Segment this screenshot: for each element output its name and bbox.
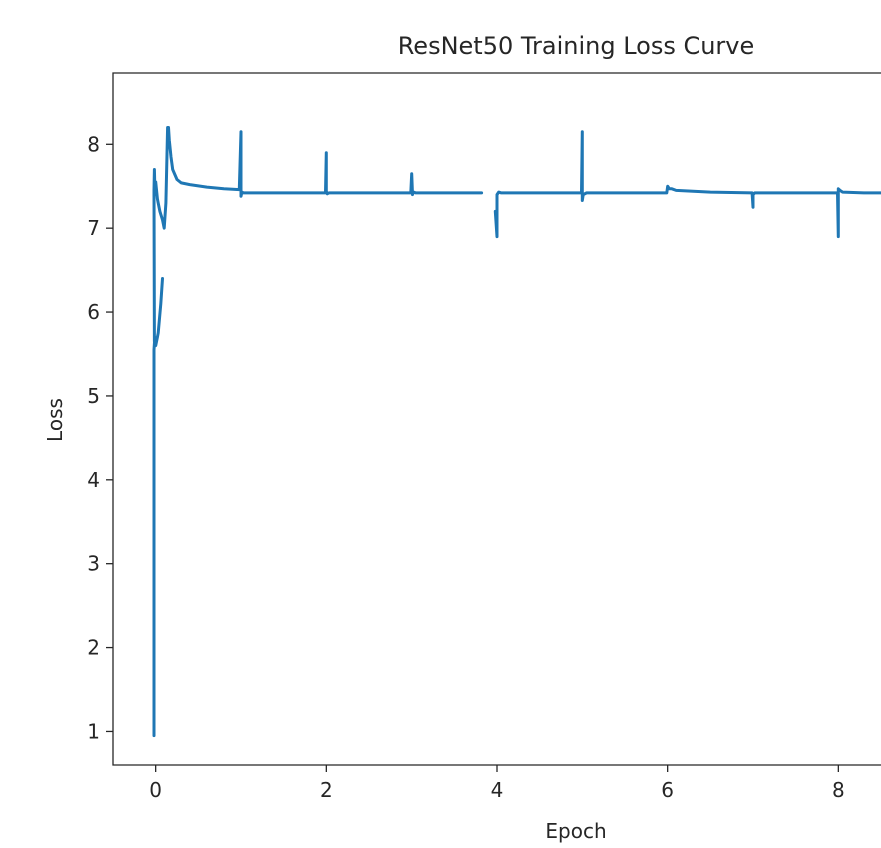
axes-layer [112,72,881,766]
y-tick-label: 1 [87,719,100,743]
x-tick-label: 4 [491,778,504,802]
x-tick-label: 0 [149,778,162,802]
y-tick-label: 6 [87,300,100,324]
loss-series-line-segment-1 [154,277,164,348]
series-layer [152,126,881,738]
chart-title: ResNet50 Training Loss Curve [398,32,755,60]
x-tick-label: 6 [661,778,674,802]
loss-series-line-segment-0 [152,126,484,738]
x-tick-label: 2 [320,778,333,802]
y-ticks: 1 2 3 4 5 6 7 8 [87,132,113,743]
y-tick-label: 7 [87,216,100,240]
x-ticks: 0 2 4 6 8 [149,765,845,802]
y-tick-label: 5 [87,384,100,408]
y-axis-title: Loss [43,398,67,442]
y-tick-label: 3 [87,552,100,576]
x-tick-label: 8 [832,778,845,802]
y-tick-label: 2 [87,636,100,660]
plot-frame [112,72,881,766]
y-tick-label: 8 [87,132,100,156]
loss-series-line-segment-2 [493,130,881,239]
x-axis-title: Epoch [545,819,606,843]
y-tick-label: 4 [87,468,100,492]
